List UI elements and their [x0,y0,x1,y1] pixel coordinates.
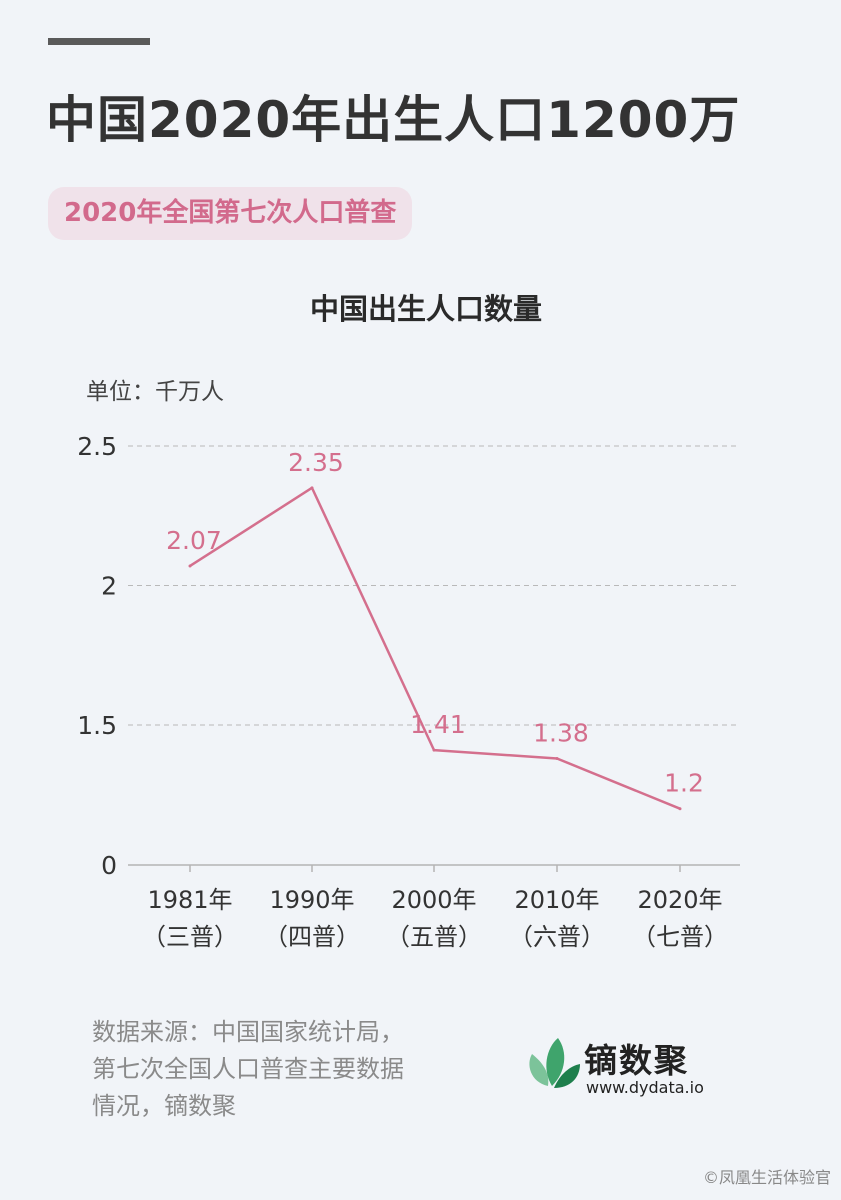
chart-axis [128,864,740,872]
chart-gridlines [128,445,740,726]
y-tick-label: 1.5 [77,711,117,740]
source-line: 第七次全国人口普查主要数据 [92,1055,404,1083]
watermark: ©凤凰生活体验官 [702,1168,831,1187]
chart-title: 中国出生人口数量 [309,292,542,326]
page-title: 中国2020年出生人口1200万 [46,91,741,149]
data-point [555,756,559,760]
top-accent-bar [48,38,150,45]
x-tick-sublabel: （五普） [386,923,482,951]
subtitle-badge: 2020年全国第七次人口普查 [48,187,413,240]
data-point [678,807,682,811]
x-tick-label: 2010年 [514,886,599,914]
line-chart: 0 1.5 2 2.5 1981年 （三普） 1990年 （四普） 2000年 （五普） 2010… [77,432,740,951]
y-tick-labels: 0 1.5 2 2.5 [77,432,117,880]
x-tick-label: 2000年 [391,886,476,914]
data-label: 2.35 [288,448,344,477]
dydata-logo: 镝数聚 www.dydata.io [524,1032,724,1102]
x-tick-labels: 1981年 （三普） 1990年 （四普） 2000年 （五普） 2010年 （六普） 2020… [142,886,728,951]
data-label: 1.38 [533,718,589,747]
series-line-group [188,486,682,811]
x-tick-sublabel: （六普） [509,923,605,951]
unit-label: 单位：千万人 [86,379,224,405]
x-tick-label: 1990年 [269,886,354,914]
data-point [188,564,192,568]
x-tick-label: 1981年 [147,886,232,914]
x-tick-sublabel: （七普） [632,923,728,951]
data-label: 2.07 [166,526,222,555]
y-tick-label: 2.5 [77,432,117,461]
data-point [432,748,436,752]
leaf-logo-icon [529,1038,580,1088]
source-note: 数据来源：中国国家统计局， 第七次全国人口普查主要数据 情况，镝数聚 [92,1014,404,1125]
data-label: 1.41 [410,710,466,739]
series-line [189,486,681,810]
data-label: 1.2 [664,769,704,798]
x-tick-sublabel: （三普） [142,923,238,951]
x-tick-label: 2020年 [637,886,722,914]
x-tick-sublabel: （四普） [264,923,360,951]
logo-name: 镝数聚 [584,1041,689,1080]
source-line: 情况，镝数聚 [92,1092,236,1120]
data-point [310,486,314,490]
source-line: 数据来源：中国国家统计局， [92,1018,404,1046]
y-tick-label: 2 [101,572,117,601]
y-tick-label: 0 [101,851,117,880]
data-labels: 2.07 2.35 1.41 1.38 1.2 [166,448,704,798]
logo-url: www.dydata.io [586,1078,704,1097]
